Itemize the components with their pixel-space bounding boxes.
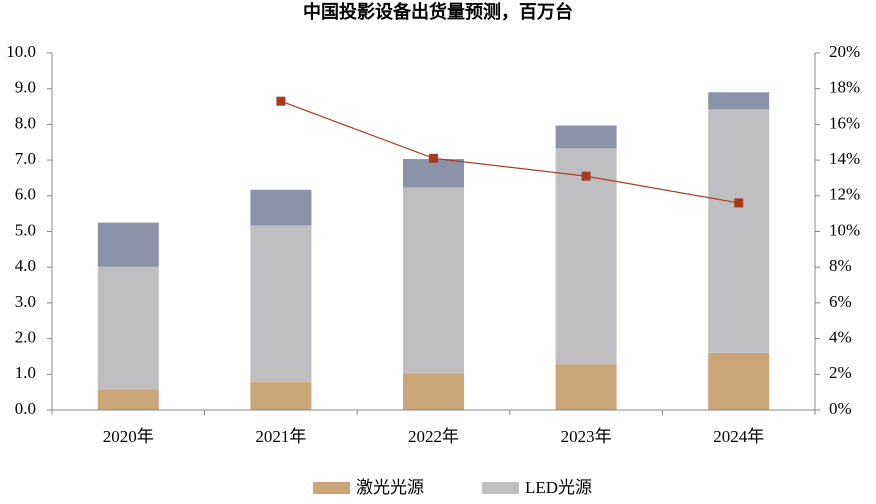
y2-tick-label: 12%: [829, 185, 860, 204]
y-tick-label: 8.0: [15, 113, 36, 132]
y-tick-label: 10.0: [6, 42, 36, 61]
line-marker: [734, 198, 744, 208]
line-marker: [581, 171, 591, 181]
y-tick-label: 2.0: [15, 328, 36, 347]
bar-segment: [250, 189, 312, 226]
bar-segment: [555, 125, 617, 149]
bar-segment: [97, 389, 159, 410]
bar-segment: [708, 109, 770, 353]
y2-tick-label: 4%: [829, 328, 852, 347]
x-tick-label: 2024年: [713, 427, 764, 446]
y-tick-label: 1.0: [15, 363, 36, 382]
legend-swatch: [313, 482, 350, 494]
legend-label: 激光光源: [356, 478, 424, 497]
x-tick-label: 2023年: [561, 427, 612, 446]
bar-segment: [250, 225, 312, 383]
chart-title: 中国投影设备出货量预测，百万台: [303, 1, 573, 22]
y2-tick-label: 16%: [829, 113, 860, 132]
y-tick-label: 5.0: [15, 220, 36, 239]
x-tick-label: 2020年: [103, 427, 154, 446]
y-tick-label: 3.0: [15, 292, 36, 311]
line: [280, 100, 739, 204]
bar-segment: [708, 352, 770, 410]
y-tick-label: 9.0: [15, 78, 36, 97]
y2-tick-label: 20%: [829, 42, 860, 61]
line-marker: [276, 96, 286, 106]
line-marker: [429, 153, 438, 163]
bar-segment: [403, 187, 464, 374]
y2-tick-label: 6%: [829, 292, 852, 311]
y-tick-label: 6.0: [15, 185, 36, 204]
bar-segment: [555, 364, 617, 410]
y2-tick-label: 2%: [829, 363, 852, 382]
x-tick-label: 2021年: [255, 427, 306, 446]
y2-tick-label: 0%: [829, 399, 852, 418]
bar-segment: [708, 92, 770, 110]
x-tick-label: 2022年: [408, 427, 459, 446]
y-tick-label: 0.0: [15, 399, 36, 418]
y-tick-label: 4.0: [15, 256, 36, 275]
bar-segment: [403, 159, 464, 188]
y2-tick-label: 18%: [829, 78, 860, 97]
bar-segment: [403, 373, 464, 410]
bar-segment: [97, 266, 159, 390]
bar-segment: [250, 382, 312, 410]
legend-swatch: [482, 482, 519, 494]
bar-segment: [97, 222, 159, 267]
y2-tick-label: 14%: [829, 149, 860, 168]
y-tick-label: 7.0: [15, 149, 36, 168]
bar-segment: [555, 148, 617, 365]
y2-tick-label: 8%: [829, 256, 852, 275]
y2-tick-label: 10%: [829, 220, 860, 239]
legend-label: LED光源: [525, 478, 592, 497]
